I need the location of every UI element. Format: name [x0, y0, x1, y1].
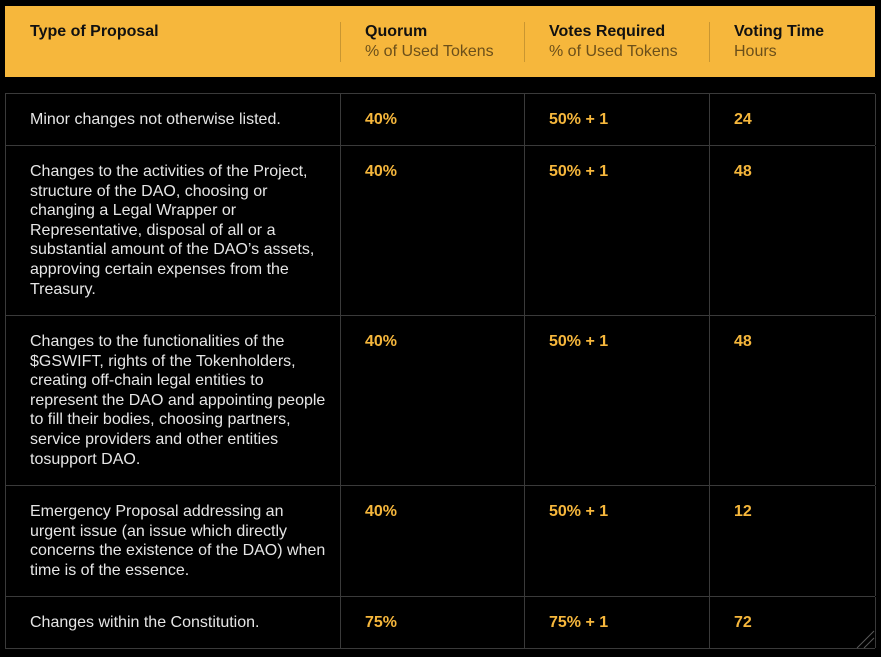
cell-time: 48: [710, 316, 876, 485]
cell-time: 72: [710, 597, 876, 648]
cell-type: Changes within the Constitution.: [6, 597, 341, 648]
cell-type: Changes to the activities of the Project…: [6, 146, 341, 315]
cell-quorum: 40%: [341, 146, 525, 315]
table-row: Changes within the Constitution. 75% 75%…: [6, 597, 876, 649]
header-subtitle: Hours: [734, 43, 777, 60]
cell-votes: 50% + 1: [525, 146, 710, 315]
header-title: Quorum: [365, 23, 428, 40]
header-col-type: Type of Proposal: [5, 6, 340, 77]
cell-votes: 50% + 1: [525, 486, 710, 596]
table-row: Emergency Proposal addressing an urgent …: [6, 486, 876, 597]
cell-votes: 50% + 1: [525, 94, 710, 145]
cell-type: Minor changes not otherwise listed.: [6, 94, 341, 145]
cell-votes: 75% + 1: [525, 597, 710, 648]
table-row: Changes to the activities of the Project…: [6, 146, 876, 316]
cell-quorum: 40%: [341, 94, 525, 145]
cell-time: 12: [710, 486, 876, 596]
header-col-votes: Votes Required % of Used Tokens: [524, 6, 709, 77]
resize-corner-icon[interactable]: [855, 629, 875, 649]
cell-type: Emergency Proposal addressing an urgent …: [6, 486, 341, 596]
proposal-table: Minor changes not otherwise listed. 40% …: [5, 93, 876, 649]
header-title: Votes Required: [549, 23, 666, 40]
header-subtitle: % of Used Tokens: [365, 43, 494, 60]
table-row: Changes to the functionalities of the $G…: [6, 316, 876, 486]
cell-time: 24: [710, 94, 876, 145]
table-row: Minor changes not otherwise listed. 40% …: [6, 94, 876, 146]
cell-type: Changes to the functionalities of the $G…: [6, 316, 341, 485]
header-col-time: Voting Time Hours: [709, 6, 875, 77]
header-title: Voting Time: [734, 23, 825, 40]
table-header: Type of Proposal Quorum % of Used Tokens…: [5, 6, 875, 77]
header-subtitle: % of Used Tokens: [549, 43, 678, 60]
cell-time: 48: [710, 146, 876, 315]
header-title: Type of Proposal: [30, 23, 159, 40]
header-col-quorum: Quorum % of Used Tokens: [340, 6, 524, 77]
cell-votes: 50% + 1: [525, 316, 710, 485]
cell-quorum: 40%: [341, 486, 525, 596]
cell-quorum: 75%: [341, 597, 525, 648]
cell-quorum: 40%: [341, 316, 525, 485]
